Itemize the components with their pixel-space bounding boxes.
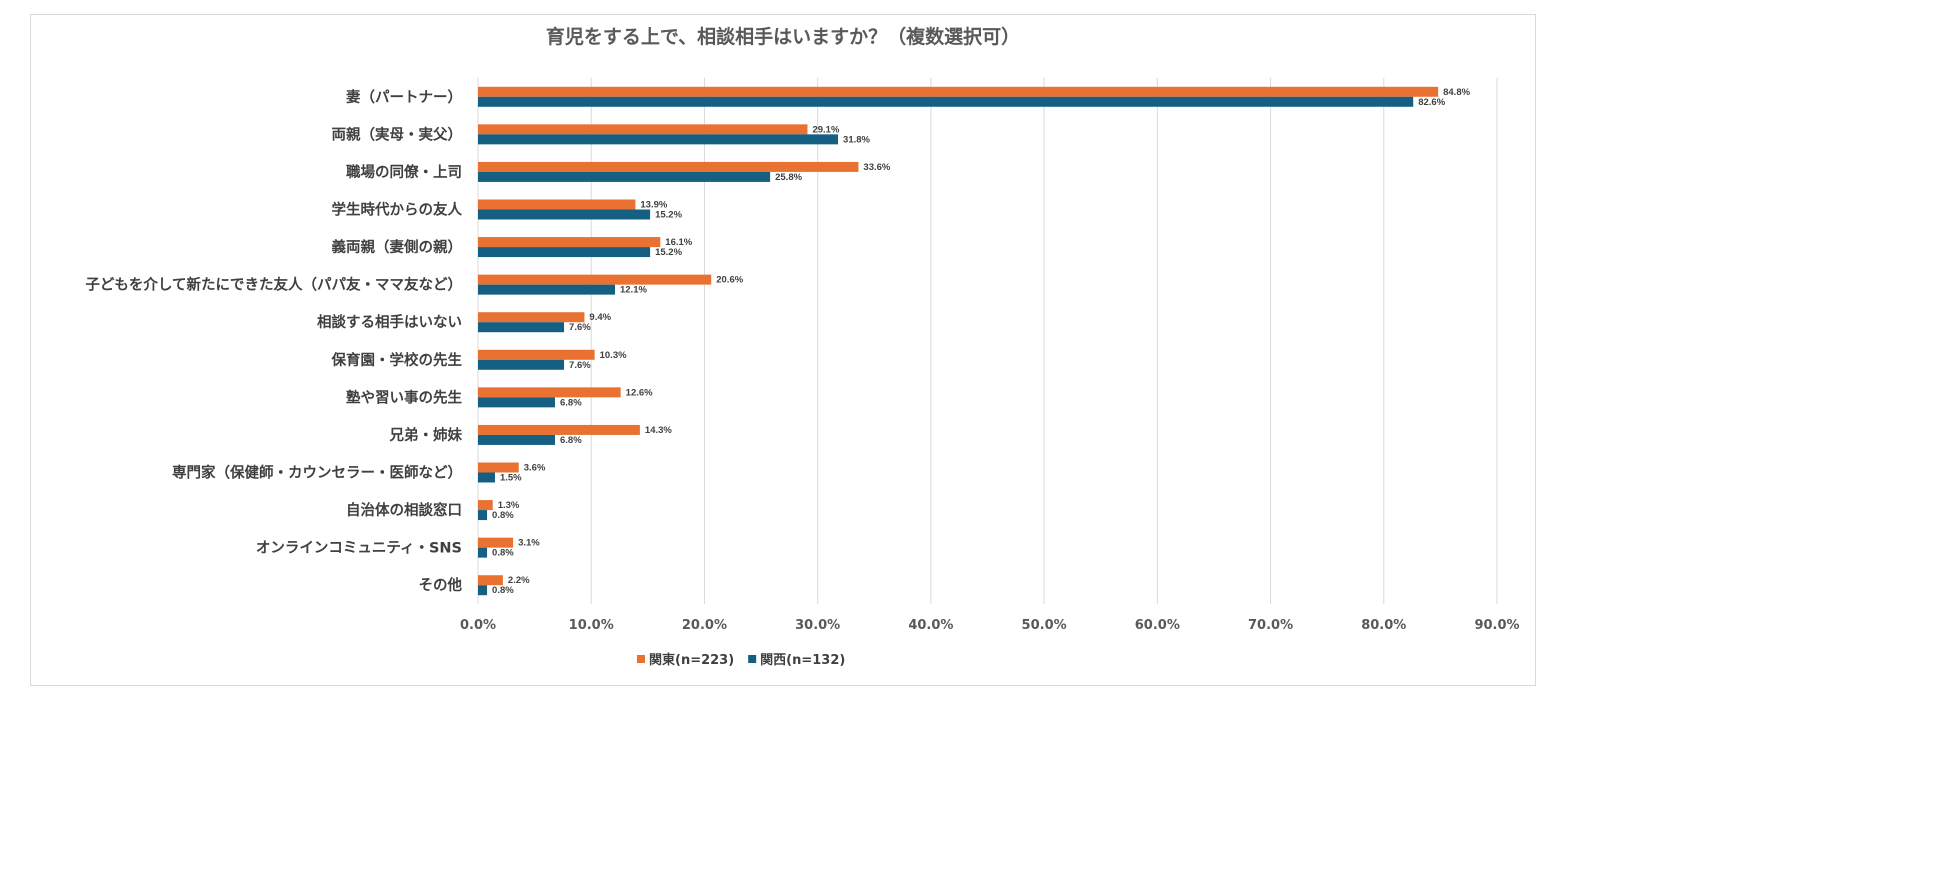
bar-kanto: [478, 537, 514, 548]
bar-kansai: [478, 359, 565, 370]
legend-swatch: [748, 655, 757, 663]
category-label: 妻（パートナー）: [346, 88, 462, 106]
bar-kanto: [478, 161, 859, 172]
data-label: 29.1%: [812, 124, 839, 135]
data-label: 6.8%: [560, 435, 582, 446]
bar-kansai: [478, 171, 771, 182]
data-label: 84.8%: [1443, 87, 1470, 98]
data-label: 25.8%: [775, 172, 802, 183]
category-label: 相談する相手はいない: [317, 313, 462, 331]
bar-kanto: [478, 500, 493, 511]
data-label: 12.1%: [620, 285, 647, 296]
data-label: 33.6%: [863, 162, 890, 173]
bar-kansai: [478, 96, 1414, 107]
x-tick-label: 30.0%: [795, 618, 840, 633]
x-tick-label: 90.0%: [1474, 618, 1519, 633]
x-tick-label: 50.0%: [1022, 618, 1067, 633]
data-label: 0.8%: [492, 510, 514, 521]
bar-kansai: [478, 434, 555, 445]
legend-label: 関東(n=223): [649, 652, 734, 668]
bar-kanto: [478, 124, 808, 135]
bar-kansai: [478, 247, 651, 258]
category-label: 義両親（妻側の親）: [332, 238, 463, 256]
data-label: 13.9%: [640, 200, 667, 211]
data-label: 15.2%: [655, 210, 682, 221]
data-label: 1.5%: [500, 473, 522, 484]
category-label: オンラインコミュニティ・SNS: [256, 540, 462, 557]
x-tick-label: 80.0%: [1361, 618, 1406, 633]
bar-kansai: [478, 284, 615, 295]
bar-kansai: [478, 510, 488, 521]
data-label: 3.1%: [518, 538, 540, 549]
legend-swatch: [637, 655, 645, 663]
x-tick-label: 20.0%: [682, 618, 727, 633]
data-label: 31.8%: [843, 134, 870, 145]
bar-kansai: [478, 547, 488, 558]
x-tick-label: 0.0%: [460, 618, 496, 633]
bar-kanto: [478, 86, 1439, 97]
bar-kanto: [478, 312, 585, 323]
category-label: 職場の同僚・上司: [346, 163, 462, 181]
data-label: 0.8%: [492, 548, 514, 559]
data-label: 16.1%: [665, 237, 692, 248]
data-label: 20.6%: [716, 275, 743, 286]
data-label: 12.6%: [626, 387, 653, 398]
bar-kanto: [478, 462, 519, 473]
legend-label: 関西(n=132): [760, 653, 845, 668]
data-label: 3.6%: [524, 463, 546, 474]
category-label: 自治体の相談窓口: [346, 501, 462, 519]
x-tick-label: 40.0%: [908, 618, 953, 633]
bar-kanto: [478, 199, 636, 210]
category-label: 専門家（保健師・カウンセラー・医師など）: [172, 464, 462, 482]
bar-kansai: [478, 209, 651, 220]
data-label: 2.2%: [508, 575, 530, 586]
data-label: 82.6%: [1418, 97, 1445, 108]
data-label: 1.3%: [498, 500, 520, 511]
data-label: 10.3%: [600, 350, 627, 361]
x-tick-label: 70.0%: [1248, 618, 1293, 633]
chart-title: 育児をする上で、相談相手はいますか？（複数選択可）: [545, 26, 1021, 48]
x-tick-label: 10.0%: [569, 618, 614, 633]
data-label: 15.2%: [655, 247, 682, 258]
bar-kanto: [478, 237, 661, 248]
category-label: 保育園・学校の先生: [331, 351, 463, 369]
bar-kanto: [478, 424, 640, 435]
data-label: 14.3%: [645, 425, 672, 436]
chart-frame: [30, 14, 1536, 686]
category-label: その他: [419, 576, 463, 594]
bar-kansai: [478, 397, 555, 408]
category-label: 兄弟・姉妹: [389, 426, 463, 444]
category-label: 塾や習い事の先生: [346, 388, 462, 406]
category-label: 子どもを介して新たにできた友人（パパ友・ママ友など）: [85, 276, 462, 294]
data-label: 7.6%: [569, 360, 591, 371]
bar-kansai: [478, 472, 495, 483]
data-label: 9.4%: [589, 312, 611, 323]
bar-kanto: [478, 387, 621, 398]
bar-kanto: [478, 349, 595, 360]
data-label: 7.6%: [569, 322, 591, 333]
x-tick-label: 60.0%: [1135, 618, 1180, 633]
bar-kansai: [478, 322, 565, 333]
data-label: 0.8%: [492, 585, 514, 596]
category-label: 両親（実母・実父）: [332, 125, 463, 143]
bar-kanto: [478, 575, 503, 586]
bar-kansai: [478, 585, 488, 596]
data-label: 6.8%: [560, 397, 582, 408]
category-label: 学生時代からの友人: [332, 201, 463, 219]
bar-kanto: [478, 274, 712, 285]
bar-kansai: [478, 134, 839, 145]
